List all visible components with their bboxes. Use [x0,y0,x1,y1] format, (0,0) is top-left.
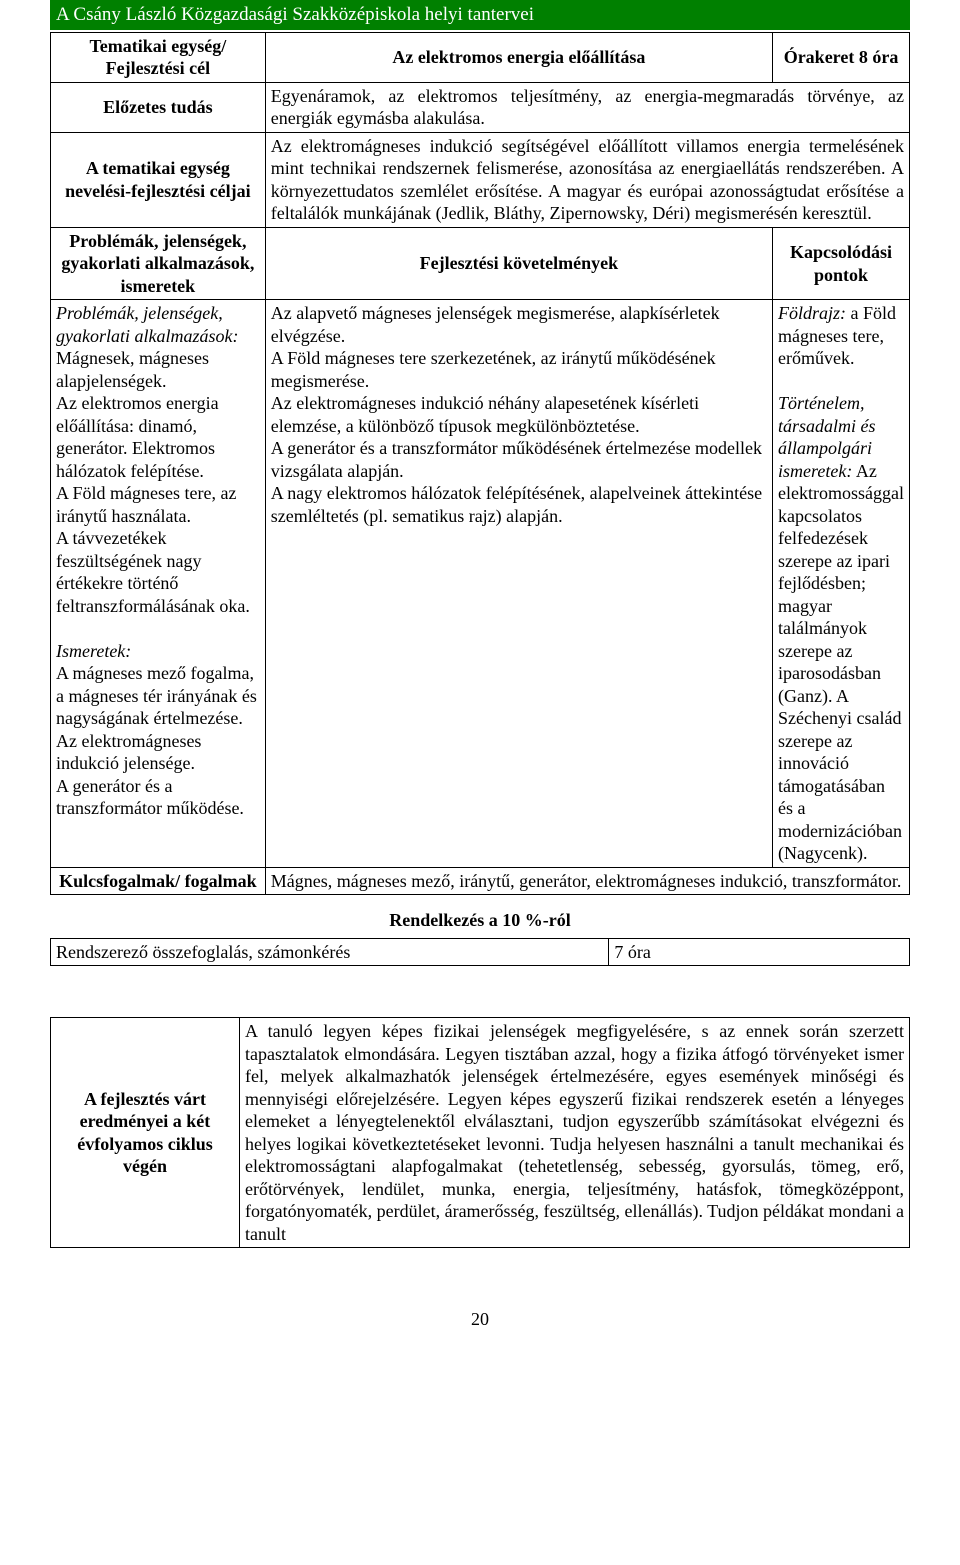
page-header: A Csány László Közgazdasági Szakközépisk… [50,0,910,30]
problems-body-2: A mágneses mező fogalma, a mágneses tér … [56,663,257,818]
col-header-1: Problémák, jelenségek, gyakorlati alkalm… [51,227,266,300]
keyterms-label: Kulcsfogalmak/ fogalmak [51,867,266,895]
col-header-3: Kapcsolódási pontok [773,227,910,300]
links-label-1: Földrajz: [778,303,846,323]
unit-title: Az elektromos energia előállítása [265,32,772,82]
problems-label-1: Problémák, jelenségek, gyakorlati alkalm… [56,303,238,346]
links-body-2: Az elektromossággal kapcsolatos felfedez… [778,461,904,864]
summary-text: Rendszerező összefoglalás, számonkérés [51,938,609,966]
curriculum-table: Tematikai egység/ Fejlesztési cél Az ele… [50,32,910,896]
unit-label: Tematikai egység/ Fejlesztési cél [51,32,266,82]
prereq-label: Előzetes tudás [51,82,266,132]
keyterms-body: Mágnes, mágneses mező, iránytű, generáto… [265,867,909,895]
page-number: 20 [50,1308,910,1331]
goals-label: A tematikai egység nevelési-fejlesztési … [51,132,266,227]
goals-body: Az elektromágneses indukció segítségével… [265,132,909,227]
unit-hours: Órakeret 8 óra [773,32,910,82]
problems-label-2: Ismeretek: [56,641,131,661]
problems-body-1: Mágnesek, mágneses alapjelenségek. Az el… [56,348,250,616]
outcome-table: A fejlesztés várt eredményei a két évfol… [50,1017,910,1248]
col-header-2: Fejlesztési követelmények [265,227,772,300]
summary-table: Rendszerező összefoglalás, számonkérés 7… [50,938,910,967]
section-heading: Rendelkezés a 10 %-ról [50,909,910,932]
outcome-body: A tanuló legyen képes fizikai jelenségek… [239,1018,909,1248]
outcome-label: A fejlesztés várt eredményei a két évfol… [51,1018,240,1248]
requirements-cell: Az alapvető mágneses jelenségek megismer… [265,300,772,868]
problems-cell: Problémák, jelenségek, gyakorlati alkalm… [51,300,266,868]
links-cell: Földrajz: a Föld mágneses tere, erőművek… [773,300,910,868]
prereq-body: Egyenáramok, az elektromos teljesítmény,… [265,82,909,132]
summary-hours: 7 óra [609,938,910,966]
